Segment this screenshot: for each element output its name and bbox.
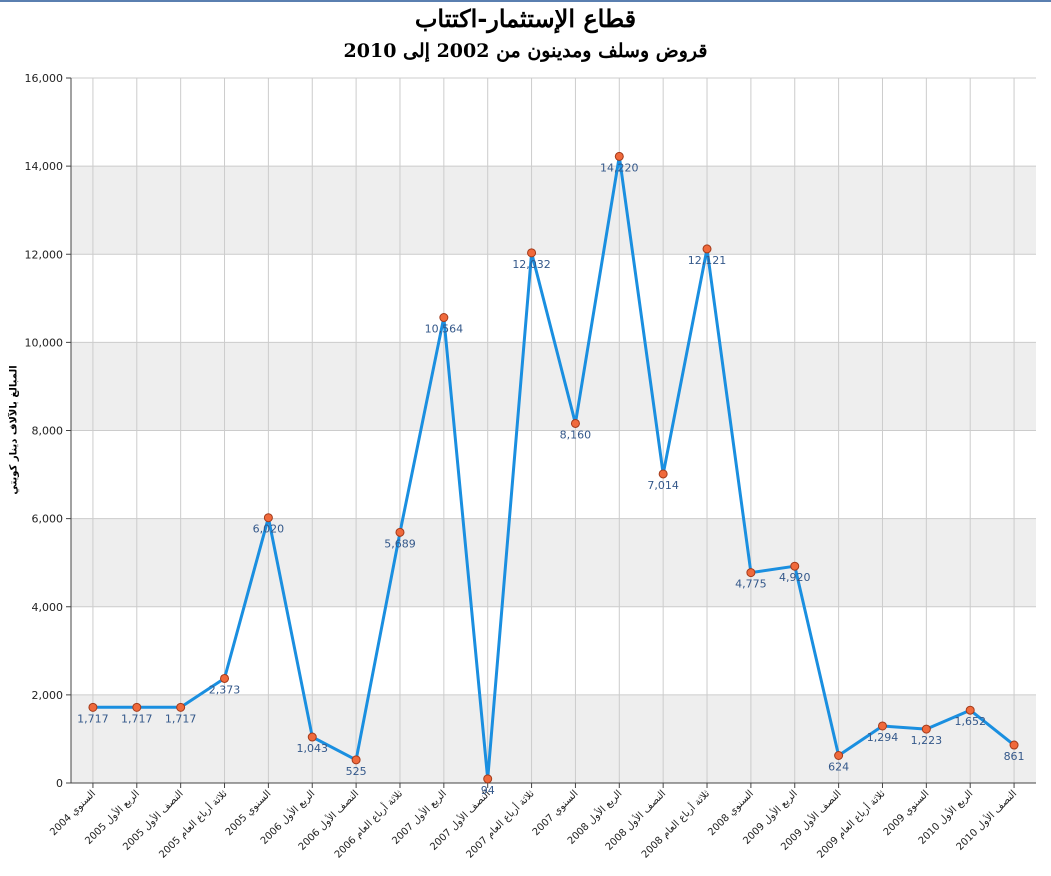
data-point <box>877 721 887 731</box>
data-point <box>790 561 800 571</box>
data-point <box>570 418 580 428</box>
top-border <box>0 0 1051 2</box>
data-label: 4,920 <box>779 571 811 584</box>
y-tick-label: 6,000 <box>32 513 64 526</box>
data-label: 1,294 <box>867 731 899 744</box>
data-label: 7,014 <box>647 479 679 492</box>
data-point <box>614 151 624 161</box>
data-label: 1,717 <box>165 712 197 725</box>
data-point <box>395 527 405 537</box>
data-label: 624 <box>828 761 849 774</box>
data-label: 1,223 <box>911 734 943 747</box>
data-point <box>220 673 230 683</box>
data-label: 1,652 <box>954 715 986 728</box>
data-label: 94 <box>481 784 495 797</box>
x-tick-label: ثلاثة أرباع العام 2009 <box>814 787 888 861</box>
data-point <box>483 774 493 784</box>
grid-band <box>71 694 1036 783</box>
data-label: 861 <box>1004 750 1025 763</box>
data-label: 1,717 <box>121 712 153 725</box>
data-point <box>351 755 361 765</box>
data-point <box>132 702 142 712</box>
x-tick-label: ثلاثة أرباع العام 2005 <box>156 787 230 861</box>
y-tick-label: 0 <box>56 777 63 790</box>
grid-band <box>71 342 1036 431</box>
data-point <box>1009 740 1019 750</box>
chart-title: قطاع الإستثمار-اكتتاب <box>414 4 637 33</box>
y-tick-label: 14,000 <box>25 160 64 173</box>
data-point <box>965 705 975 715</box>
data-label: 10,564 <box>425 323 464 336</box>
grid-band <box>71 166 1036 255</box>
data-label: 8,160 <box>560 428 592 441</box>
data-label: 2,373 <box>209 683 241 696</box>
data-point <box>307 732 317 742</box>
x-tick-label: ثلاثة أرباع العام 2007 <box>463 787 537 861</box>
data-label: 4,775 <box>735 578 767 591</box>
data-point <box>439 313 449 323</box>
data-label: 6,020 <box>253 523 285 536</box>
chart-subtitle: قروض وسلف ومدينون من 2002 إلى 2010 <box>343 40 708 62</box>
data-label: 14,220 <box>600 161 639 174</box>
data-point <box>263 513 273 523</box>
y-tick-label: 2,000 <box>32 689 64 702</box>
data-label: 1,717 <box>77 712 109 725</box>
data-label: 12,032 <box>512 258 551 271</box>
data-point <box>176 702 186 712</box>
data-point <box>658 469 668 479</box>
y-tick-label: 8,000 <box>32 425 64 438</box>
data-label: 12,121 <box>688 254 727 267</box>
y-tick-label: 12,000 <box>25 248 64 261</box>
grid-band <box>71 518 1036 607</box>
data-point <box>921 724 931 734</box>
y-tick-label: 16,000 <box>25 72 64 85</box>
data-point <box>746 568 756 578</box>
series-line <box>92 154 1016 781</box>
y-tick-label: 10,000 <box>25 336 64 349</box>
y-tick-label: 4,000 <box>32 601 64 614</box>
data-point <box>702 244 712 254</box>
data-label: 5,689 <box>384 537 416 550</box>
data-label: 525 <box>346 765 367 778</box>
x-tick-label: ثلاثة أرباع العام 2006 <box>331 787 405 861</box>
x-tick-label: ثلاثة أرباع العام 2008 <box>638 787 712 861</box>
data-point <box>527 248 537 258</box>
data-point <box>834 751 844 761</box>
data-point <box>88 702 98 712</box>
data-label: 1,043 <box>297 742 329 755</box>
